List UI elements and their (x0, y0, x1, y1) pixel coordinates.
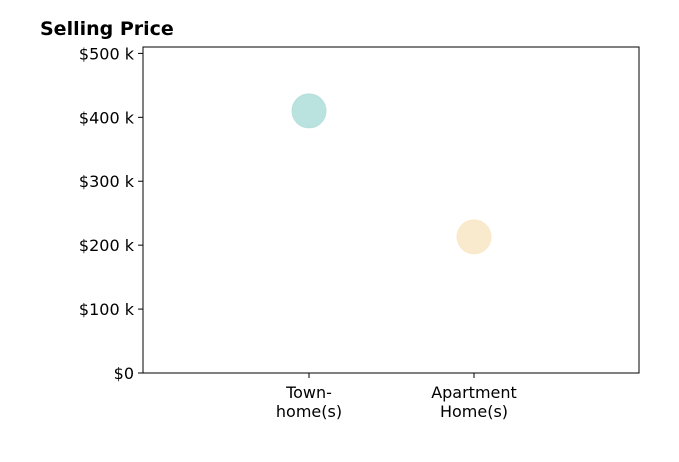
y-tick-label: $100 k (79, 300, 135, 319)
y-tick-label: $400 k (79, 108, 135, 127)
x-tick-label-line: Home(s) (440, 402, 508, 421)
data-points (291, 93, 492, 255)
y-axis: $0 $100 k $200 k $300 k $400 k $500 k (79, 44, 143, 383)
y-tick-label: $300 k (79, 172, 135, 191)
data-point (456, 219, 492, 255)
y-tick-label: $200 k (79, 236, 135, 255)
y-tick-label: $0 (114, 364, 134, 383)
data-point (291, 93, 327, 129)
x-tick-label-line: home(s) (276, 402, 342, 421)
chart-title: Selling Price (40, 18, 174, 40)
x-axis: Town-home(s) Apartment Home(s) (276, 373, 517, 421)
plot-frame (142, 46, 640, 374)
x-tick-label: Town-home(s) (276, 383, 342, 421)
y-tick-label: $500 k (79, 44, 135, 63)
x-tick-label-line: Apartment (431, 383, 517, 402)
x-tick-label-line: Town- (285, 383, 332, 402)
x-tick-label: Apartment Home(s) (431, 383, 517, 421)
